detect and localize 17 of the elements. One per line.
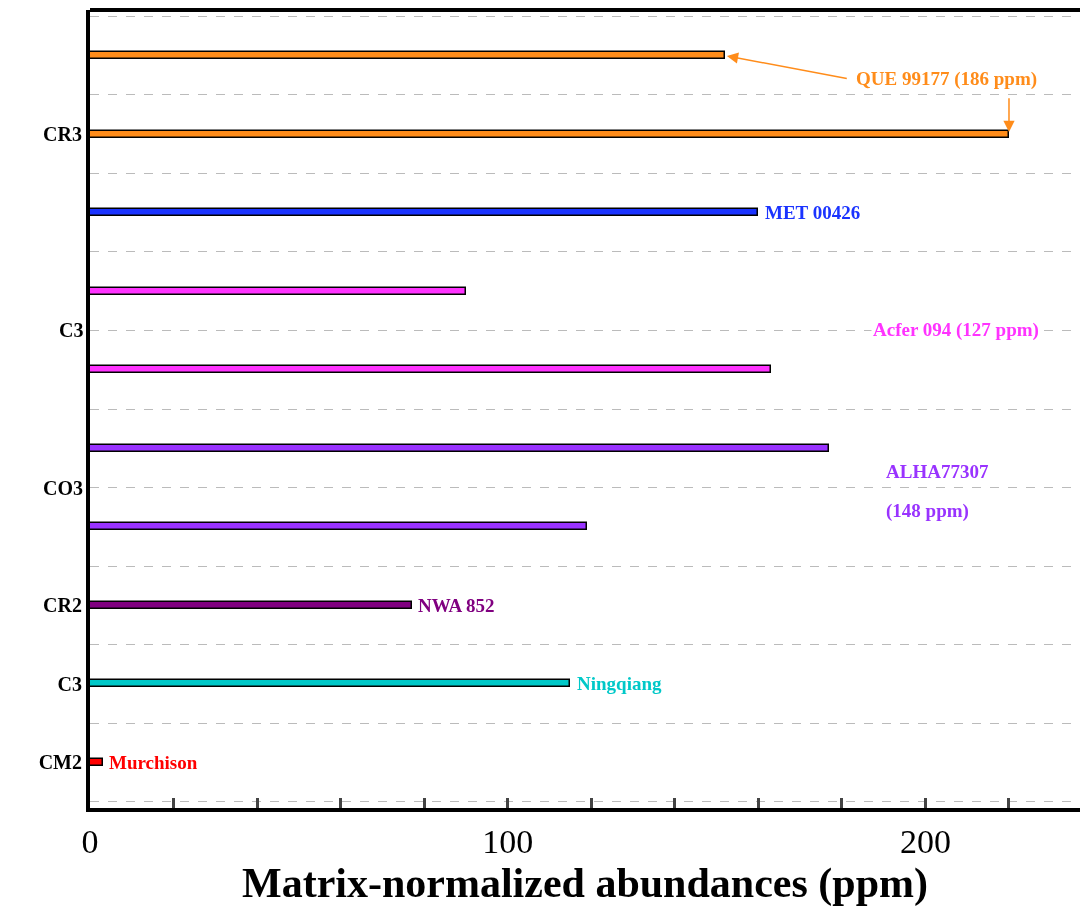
x-tick-label: 200: [899, 822, 951, 860]
y-tick-label: CM2: [38, 751, 82, 774]
annotation: Ningqiang: [577, 673, 662, 694]
annotation: MET 00426: [765, 202, 861, 223]
x-tick-label: 0: [81, 822, 99, 860]
text: CO3: [43, 477, 83, 499]
annotation: ALHA77307: [886, 461, 989, 482]
x-axis-title: Matrix-normalized abundances (ppm): [242, 859, 928, 907]
y-tick-label: C3: [57, 672, 82, 695]
annotation: QUE 99177 (186 ppm): [856, 68, 1038, 90]
annotation: (148 ppm): [886, 500, 969, 522]
x-tick-label: 100: [482, 822, 534, 860]
y-tick-label: CR2: [43, 594, 82, 617]
annotation: Acfer 094 (127 ppm): [873, 319, 1039, 341]
annotation: Murchison: [109, 752, 198, 773]
annotation: NWA 852: [418, 595, 495, 616]
y-tick-label: CR3: [43, 123, 82, 146]
